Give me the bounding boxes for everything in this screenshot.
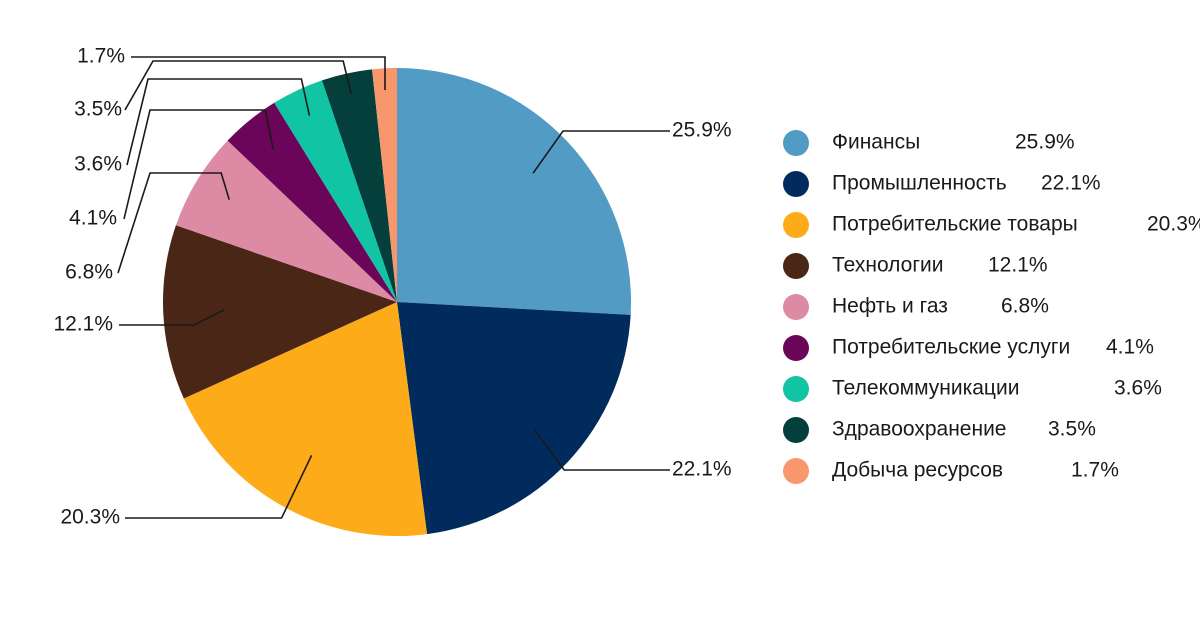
legend: Финансы 25.9% Промышленность 22.1% Потребите… [783, 130, 1200, 484]
legend-label: Телекоммуникации [832, 377, 1019, 400]
slice-label: 1.7% [77, 45, 125, 68]
leader-line [126, 78, 311, 166]
pie-slice [397, 68, 632, 315]
pie-slice [183, 302, 428, 537]
legend-value: 25.9% [1015, 131, 1075, 154]
legend-label: Потребительские товары [832, 213, 1078, 236]
pie-slice [397, 302, 631, 535]
pie-slice [274, 80, 397, 302]
legend-marker [783, 171, 809, 197]
leader-line [532, 130, 670, 174]
pie-slices [162, 68, 632, 537]
legend-label: Промышленность [832, 172, 1007, 195]
slice-label: 20.3% [60, 506, 120, 529]
legend-marker [783, 130, 809, 156]
leader-line [533, 428, 670, 471]
legend-marker [783, 458, 809, 484]
leader-line [117, 172, 230, 274]
legend-label: Потребительские услуги [832, 336, 1070, 359]
pie-slice [321, 69, 397, 302]
legend-marker [783, 294, 809, 320]
legend-marker [783, 417, 809, 443]
legend-label: Финансы [832, 131, 920, 154]
legend-value: 4.1% [1106, 336, 1154, 359]
pie-slice [372, 68, 397, 302]
slice-label: 25.9% [672, 119, 732, 142]
legend-marker [783, 376, 809, 402]
leader-line [123, 109, 274, 220]
legend-label: Добыча ресурсов [832, 459, 1003, 482]
leader-line [131, 56, 386, 90]
legend-marker [783, 335, 809, 361]
slice-label: 12.1% [53, 313, 113, 336]
legend-label: Здравоохранение [832, 418, 1006, 441]
legend-value: 22.1% [1041, 172, 1101, 195]
pie-slice [162, 225, 397, 399]
legend-value: 3.6% [1114, 377, 1162, 400]
legend-value: 6.8% [1001, 295, 1049, 318]
legend-label: Нефть и газ [832, 295, 948, 318]
legend-value: 12.1% [988, 254, 1048, 277]
pie-slice [227, 102, 397, 302]
slice-label: 4.1% [69, 207, 117, 230]
leader-line [124, 60, 352, 111]
legend-marker [783, 212, 809, 238]
pie-slice [175, 140, 397, 302]
slice-label: 3.6% [74, 153, 122, 176]
slice-label: 3.5% [74, 98, 122, 121]
legend-value: 3.5% [1048, 418, 1096, 441]
legend-value: 20.3% [1147, 213, 1200, 236]
slice-labels: 25.9% 22.1% 20.3% 12.1% 6.8% 4.1% 3.6% 3.5% 1.7% [53, 45, 731, 529]
slice-label: 6.8% [65, 261, 113, 284]
leader-lines [117, 56, 670, 519]
leader-line [119, 309, 225, 326]
legend-marker [783, 253, 809, 279]
leader-line [125, 454, 313, 519]
legend-value: 1.7% [1071, 459, 1119, 482]
legend-label: Технологии [832, 254, 943, 277]
slice-label: 22.1% [672, 458, 732, 481]
